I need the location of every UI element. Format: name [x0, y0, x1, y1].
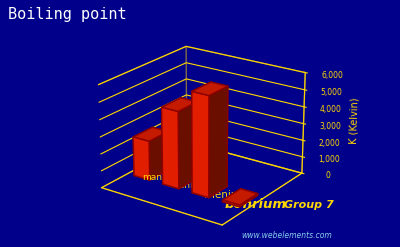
Text: Boiling point: Boiling point [8, 7, 127, 22]
Text: Group 7: Group 7 [284, 200, 334, 210]
Text: www.webelements.com: www.webelements.com [241, 231, 332, 240]
